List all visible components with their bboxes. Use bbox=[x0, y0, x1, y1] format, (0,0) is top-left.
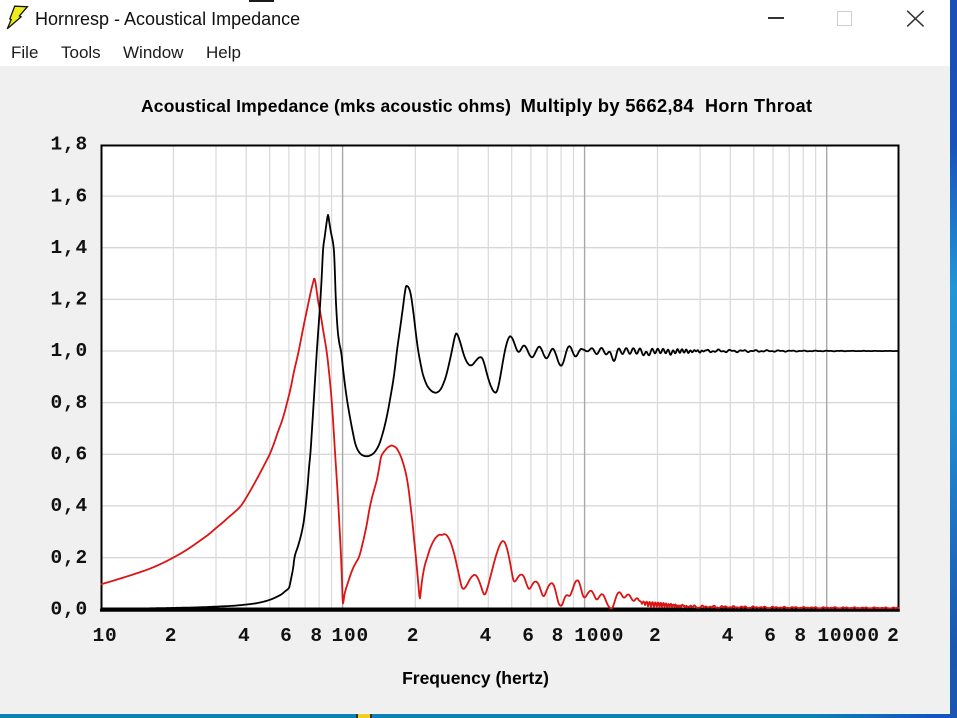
svg-text:1000: 1000 bbox=[574, 625, 624, 647]
svg-text:0,0: 0,0 bbox=[50, 598, 88, 620]
svg-text:4: 4 bbox=[480, 625, 493, 647]
svg-text:2: 2 bbox=[165, 625, 178, 647]
svg-text:1,2: 1,2 bbox=[50, 289, 88, 311]
svg-text:6: 6 bbox=[522, 625, 535, 647]
svg-text:10: 10 bbox=[92, 625, 117, 647]
svg-text:100: 100 bbox=[331, 625, 369, 647]
svg-text:Multiply by 5662,84: Multiply by 5662,84 bbox=[521, 95, 695, 116]
svg-text:0,2: 0,2 bbox=[50, 547, 88, 569]
svg-text:4: 4 bbox=[722, 625, 735, 647]
svg-text:8: 8 bbox=[310, 625, 323, 647]
svg-text:Horn Throat: Horn Throat bbox=[705, 96, 812, 116]
svg-text:4: 4 bbox=[238, 625, 251, 647]
svg-text:1,6: 1,6 bbox=[50, 185, 88, 207]
svg-text:2: 2 bbox=[407, 625, 420, 647]
svg-text:6: 6 bbox=[280, 625, 293, 647]
svg-text:2: 2 bbox=[887, 625, 900, 647]
svg-text:10000: 10000 bbox=[817, 625, 880, 647]
svg-text:8: 8 bbox=[794, 625, 807, 647]
svg-text:0,4: 0,4 bbox=[50, 495, 88, 517]
svg-text:6: 6 bbox=[764, 625, 777, 647]
svg-text:Acoustical Impedance (mks acou: Acoustical Impedance (mks acoustic ohms) bbox=[141, 96, 511, 116]
svg-text:0,8: 0,8 bbox=[50, 392, 88, 414]
svg-text:1,0: 1,0 bbox=[50, 340, 88, 362]
svg-text:1,8: 1,8 bbox=[50, 134, 88, 156]
svg-text:0,6: 0,6 bbox=[50, 444, 88, 466]
svg-text:8: 8 bbox=[552, 625, 565, 647]
svg-text:2: 2 bbox=[649, 625, 662, 647]
svg-text:1,4: 1,4 bbox=[50, 237, 88, 259]
svg-text:Frequency (hertz): Frequency (hertz) bbox=[402, 668, 549, 688]
